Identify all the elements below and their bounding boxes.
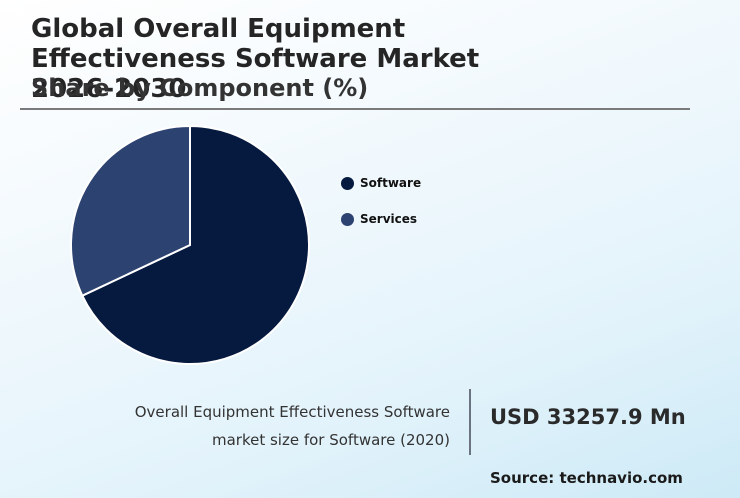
legend-dot-icon (341, 176, 354, 190)
stat-separator (469, 389, 471, 455)
pie-slice-software (80, 124, 310, 365)
legend-dot-icon (341, 212, 354, 226)
chart-subtitle: Share by Component (%) (31, 74, 369, 102)
pie-chart (70, 124, 310, 365)
stat-value: USD 33257.9 Mn (490, 405, 686, 429)
stat-description-line1: Overall Equipment Effectiveness Software (134, 403, 450, 421)
legend-item-software: Software (341, 175, 421, 191)
legend-label: Services (360, 212, 418, 226)
legend: Software Services (341, 175, 421, 247)
legend-label: Software (360, 176, 422, 190)
source-credit: Source: technavio.com (490, 469, 683, 487)
pie-slices (70, 124, 310, 365)
title-divider (20, 108, 690, 110)
stat-description-line2: market size for Software (2020) (211, 431, 450, 449)
chart-title: Global Overall Equipment Effectiveness S… (31, 14, 480, 104)
pie-slice-services (70, 124, 191, 297)
stat-description: Overall Equipment Effectiveness Software… (135, 398, 450, 454)
legend-item-services: Services (341, 211, 421, 227)
